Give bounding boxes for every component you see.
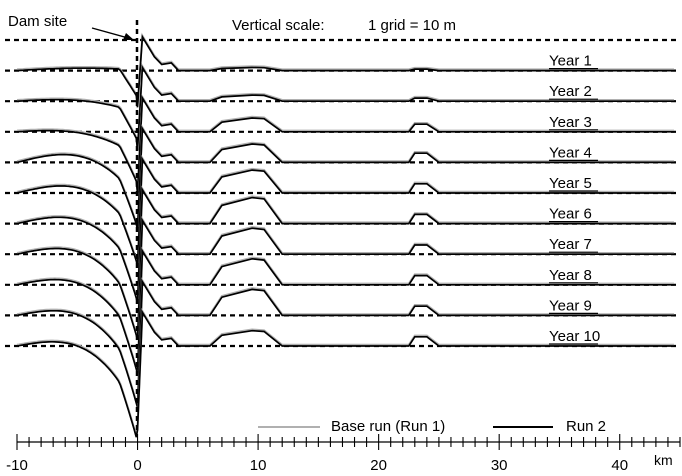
vertical-scale-value: 1 grid = 10 m — [368, 17, 456, 34]
year-label: Year 5 — [549, 175, 592, 192]
x-tick-label: 0 — [133, 457, 141, 474]
dam-site-arrowhead — [123, 33, 134, 40]
run2-profile — [16, 309, 674, 438]
profile-series — [16, 32, 674, 438]
dam-site-label: Dam site — [8, 13, 67, 30]
year-label: Year 1 — [549, 53, 592, 70]
x-tick-label: 40 — [611, 457, 628, 474]
year-labels: Year 1 Year 2 Year 3 Year 4 Year 5 Year 6 Year… — [549, 53, 600, 345]
run2-profile — [16, 248, 674, 374]
vertical-scale-label: Vertical scale: — [232, 17, 325, 34]
run2-profile — [16, 95, 674, 194]
run2-profile — [16, 278, 674, 408]
legend-run2-label: Run 2 — [566, 418, 606, 435]
x-axis-unit: km — [654, 452, 673, 468]
base-run-profile — [16, 63, 674, 150]
x-tick-label: 10 — [250, 457, 267, 474]
year-label: Year 6 — [549, 206, 592, 223]
x-tick-label: 20 — [370, 457, 387, 474]
legend: Base run (Run 1) Run 2 — [258, 418, 606, 435]
year-label: Year 2 — [549, 83, 592, 100]
year-label: Year 7 — [549, 236, 592, 253]
year-label: Year 4 — [549, 144, 592, 161]
run2-profile — [16, 156, 674, 267]
year-label: Year 9 — [549, 297, 592, 314]
x-axis: -10 0 10 20 30 40 km — [6, 434, 681, 474]
year-label: Year 10 — [549, 328, 600, 345]
run2-profile — [16, 34, 674, 108]
x-tick-label: 30 — [491, 457, 508, 474]
year-label: Year 8 — [549, 267, 592, 284]
x-tick-label: -10 — [6, 457, 28, 474]
run2-profile — [16, 187, 674, 304]
year-label: Year 3 — [549, 114, 592, 131]
run2-profile — [16, 64, 674, 151]
dam-site-arrow — [91, 27, 129, 39]
run2-profile — [16, 125, 674, 230]
run2-profile — [16, 217, 674, 341]
legend-base-run-label: Base run (Run 1) — [331, 418, 445, 435]
